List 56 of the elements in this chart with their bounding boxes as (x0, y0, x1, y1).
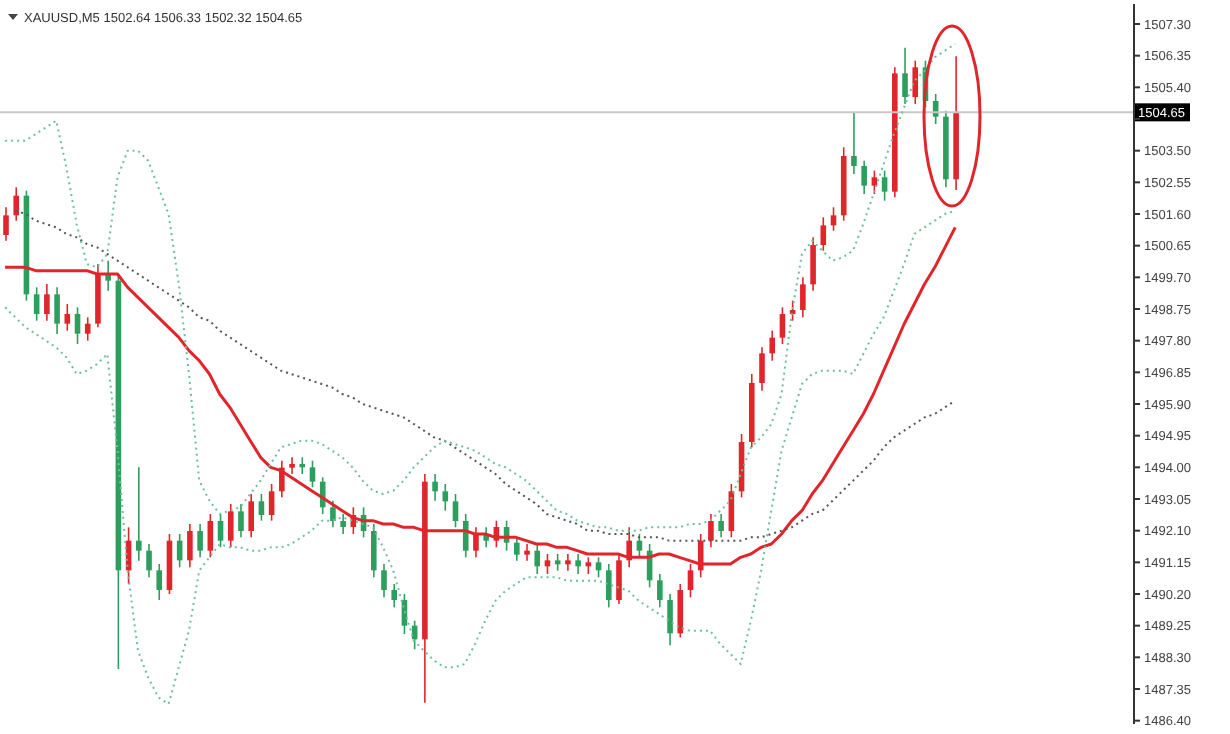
candlestick (657, 573, 663, 609)
candlestick (391, 583, 398, 609)
candlestick (442, 483, 449, 512)
candlestick (912, 59, 919, 105)
candlestick (370, 523, 377, 579)
candlestick (605, 563, 612, 609)
candlestick (575, 553, 581, 575)
candlestick (820, 216, 827, 252)
candlestick (309, 459, 316, 489)
candlestick (708, 513, 714, 549)
candlestick (13, 186, 20, 222)
candlestick (779, 306, 786, 345)
candlestick (156, 563, 163, 601)
candlestick (54, 286, 60, 335)
candlestick (534, 543, 541, 575)
candlestick (667, 593, 673, 647)
candlestick (514, 536, 520, 562)
candlestick (871, 169, 878, 195)
candlestick (462, 513, 469, 559)
candlestick (381, 563, 387, 599)
candlestick (330, 499, 336, 529)
candlestick (146, 543, 152, 579)
candlestick (3, 206, 9, 242)
candlestick (718, 513, 724, 539)
candlestick (881, 169, 888, 202)
candlestick (452, 493, 459, 529)
candlestick (197, 523, 203, 559)
candlestick (33, 286, 40, 322)
candlestick (248, 493, 254, 539)
candlestick (207, 513, 214, 559)
candlestick (677, 583, 684, 639)
candlestick (432, 473, 438, 502)
candlestick (299, 456, 306, 475)
candlestick (851, 111, 857, 175)
candlestick (759, 346, 765, 392)
candlestick (64, 303, 71, 332)
line-series (4, 209, 957, 705)
candlestick (800, 276, 806, 319)
candlestick (84, 316, 91, 342)
candlestick (289, 456, 295, 475)
candlestick (861, 159, 867, 195)
candlestick (217, 513, 224, 549)
candlestick (810, 236, 816, 292)
candlestick (227, 503, 234, 549)
candlestick (473, 526, 479, 559)
candlestick (565, 553, 571, 572)
candlestick (136, 466, 142, 562)
candlestick (187, 523, 193, 569)
candlestick (258, 493, 265, 522)
candlestick (238, 503, 244, 539)
candlestick (44, 283, 50, 322)
candlestick (340, 513, 346, 535)
candlestick (74, 306, 81, 345)
candlestick (268, 483, 275, 522)
candlestick (769, 329, 776, 362)
candlestick (902, 46, 908, 105)
